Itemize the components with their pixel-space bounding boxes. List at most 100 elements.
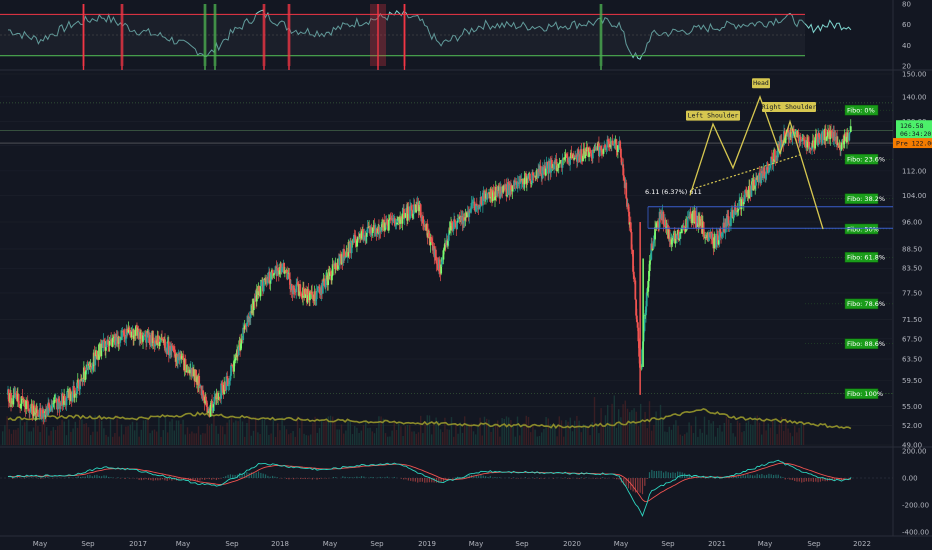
candle-body (683, 228, 686, 232)
time-tick-label: May (614, 540, 628, 548)
candle-body (827, 130, 829, 137)
volume-bar (116, 415, 118, 445)
macd-histogram-bar (260, 472, 262, 478)
macd-tick-label: 0.00 (902, 475, 918, 483)
candle-body (388, 217, 391, 220)
volume-bar (329, 415, 332, 445)
volume-bar (195, 433, 197, 445)
candle-body (221, 385, 224, 393)
current-price-value: 126.58 (900, 122, 924, 130)
macd-histogram-bar (370, 476, 372, 478)
volume-bar (10, 433, 13, 445)
volume-bar (398, 423, 400, 445)
candle-body (541, 167, 544, 179)
candle-body (249, 311, 252, 319)
candle-body (604, 145, 606, 148)
volume-bar (246, 422, 248, 445)
candle-body (441, 261, 443, 265)
volume-bar (569, 417, 571, 445)
candle-body (613, 144, 615, 146)
candle-body (410, 205, 413, 211)
candle-body (144, 334, 147, 337)
candle-body (849, 131, 851, 134)
candle-body (77, 379, 80, 387)
candle-body (547, 163, 550, 174)
candle-body (528, 173, 531, 181)
candle-body (736, 210, 739, 212)
time-tick-label: Sep (81, 540, 95, 548)
candles[interactable] (7, 119, 852, 425)
macd-histogram-bar (91, 476, 93, 478)
candle-body (629, 222, 632, 233)
candle-body (315, 299, 317, 301)
macd-histogram-bar (208, 478, 210, 480)
macd-pane (0, 459, 893, 517)
macd-histogram-bar (705, 478, 707, 479)
volume-bar (268, 434, 270, 445)
candle-body (821, 131, 824, 144)
candle-body (399, 216, 402, 224)
volume-bar (380, 416, 382, 445)
candle-body (221, 383, 223, 386)
candle-body (522, 184, 525, 188)
candle-body (312, 294, 314, 300)
candle-body (168, 354, 171, 356)
volume-bar (717, 427, 719, 445)
candle-body (735, 211, 738, 215)
candle-body (123, 332, 125, 336)
volume-bar (514, 436, 516, 445)
candle-body (827, 130, 830, 133)
candle-body (708, 232, 710, 241)
volume-bar (404, 426, 406, 445)
macd-histogram-bar (768, 473, 770, 478)
candle-body (588, 147, 591, 153)
price-tick-label: 49.00 (902, 442, 922, 450)
volume-bar (50, 430, 52, 445)
candle-body (231, 365, 234, 367)
candle-body (387, 219, 390, 231)
macd-histogram-bar (747, 474, 749, 478)
fibo-box (844, 104, 879, 116)
volume-bar (574, 420, 576, 445)
candle-body (680, 228, 683, 232)
volume-bar (252, 430, 255, 445)
volume-bar (428, 415, 431, 445)
volume-bar (466, 423, 468, 445)
candle-body (626, 198, 628, 207)
candle-body (506, 194, 509, 197)
candle-body (720, 233, 723, 237)
candle-body (676, 234, 678, 240)
volume-bar (283, 425, 285, 445)
candle-body (631, 249, 634, 251)
current-price-badge (896, 120, 932, 140)
candle-body (622, 164, 625, 176)
volume-bar (732, 433, 734, 445)
candle-body (167, 341, 170, 356)
candle-body (802, 138, 805, 140)
macd-histogram-bar (227, 474, 229, 478)
volume-bar (160, 436, 162, 445)
macd-histogram-bar (417, 478, 419, 483)
candle-body (655, 223, 658, 229)
macd-histogram-bar (616, 478, 618, 480)
volume-bar (206, 424, 208, 445)
time-tick-label: 2018 (271, 540, 289, 548)
candle-body (844, 133, 847, 136)
candle-body (648, 260, 651, 271)
macd-histogram-bar (68, 477, 70, 478)
candle-body (719, 228, 722, 233)
candle-body (833, 132, 835, 141)
head-shoulders-pattern[interactable]: Left Shoulder Head Right Shoulder (686, 78, 824, 230)
candle-body (302, 287, 305, 296)
volume-bar (545, 417, 547, 445)
volume-bar (536, 436, 538, 445)
candle-body (475, 203, 477, 212)
fibonacci-levels[interactable]: Fibo: 0% Fibo: 23.6% Fibo: 38.2% Fibo: 50% F… (645, 104, 893, 399)
candle-body (630, 232, 633, 250)
candle-body (561, 159, 564, 168)
volume-bar (756, 415, 758, 445)
candle-body (708, 232, 711, 234)
candle-body (224, 382, 226, 390)
macd-histogram-bar (438, 478, 440, 483)
volume-bar (338, 429, 340, 445)
